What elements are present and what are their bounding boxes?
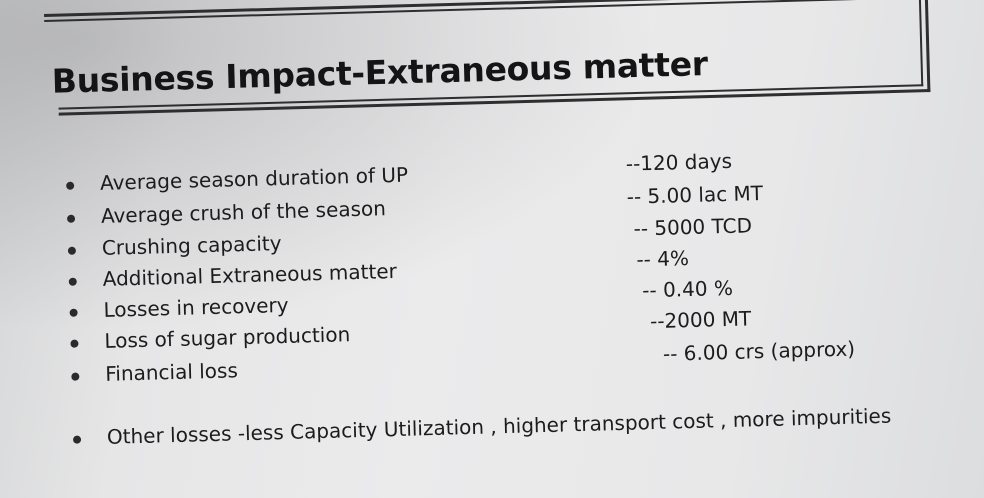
bullet-icon xyxy=(67,246,77,255)
bullet-icon xyxy=(68,277,77,286)
item-value: -- 6.00 crs (approx) xyxy=(662,336,856,366)
bullet-icon xyxy=(72,435,82,444)
item-label: Average crush of the season xyxy=(100,196,387,228)
frame-right-inner xyxy=(918,0,924,87)
title-box: Business Impact-Extraneous matter xyxy=(44,0,931,126)
bullet-icon xyxy=(71,372,80,381)
item-value: -- 5000 TCD xyxy=(633,213,753,241)
bullet-icon xyxy=(66,181,75,190)
impact-list: Average season duration of UP --120 days… xyxy=(60,119,928,462)
bullet-icon xyxy=(70,339,79,348)
bullet-icon xyxy=(66,214,76,223)
item-value: -- 5.00 lac MT xyxy=(626,181,764,209)
other-losses-item: Other losses -less Capacity Utilization … xyxy=(72,402,933,455)
item-value: --2000 MT xyxy=(649,306,752,334)
bullet-icon xyxy=(69,308,78,317)
other-losses-text: Other losses -less Capacity Utilization … xyxy=(106,403,892,449)
frame-right-outer xyxy=(924,0,931,93)
item-value: -- 4% xyxy=(636,246,690,272)
item-value: --120 days xyxy=(625,148,733,176)
item-label: Losses in recovery xyxy=(103,292,289,322)
item-label: Crushing capacity xyxy=(101,231,282,260)
item-label: Financial loss xyxy=(104,358,239,386)
item-label: Average season duration of UP xyxy=(99,162,409,195)
item-value: -- 0.40 % xyxy=(641,275,734,303)
